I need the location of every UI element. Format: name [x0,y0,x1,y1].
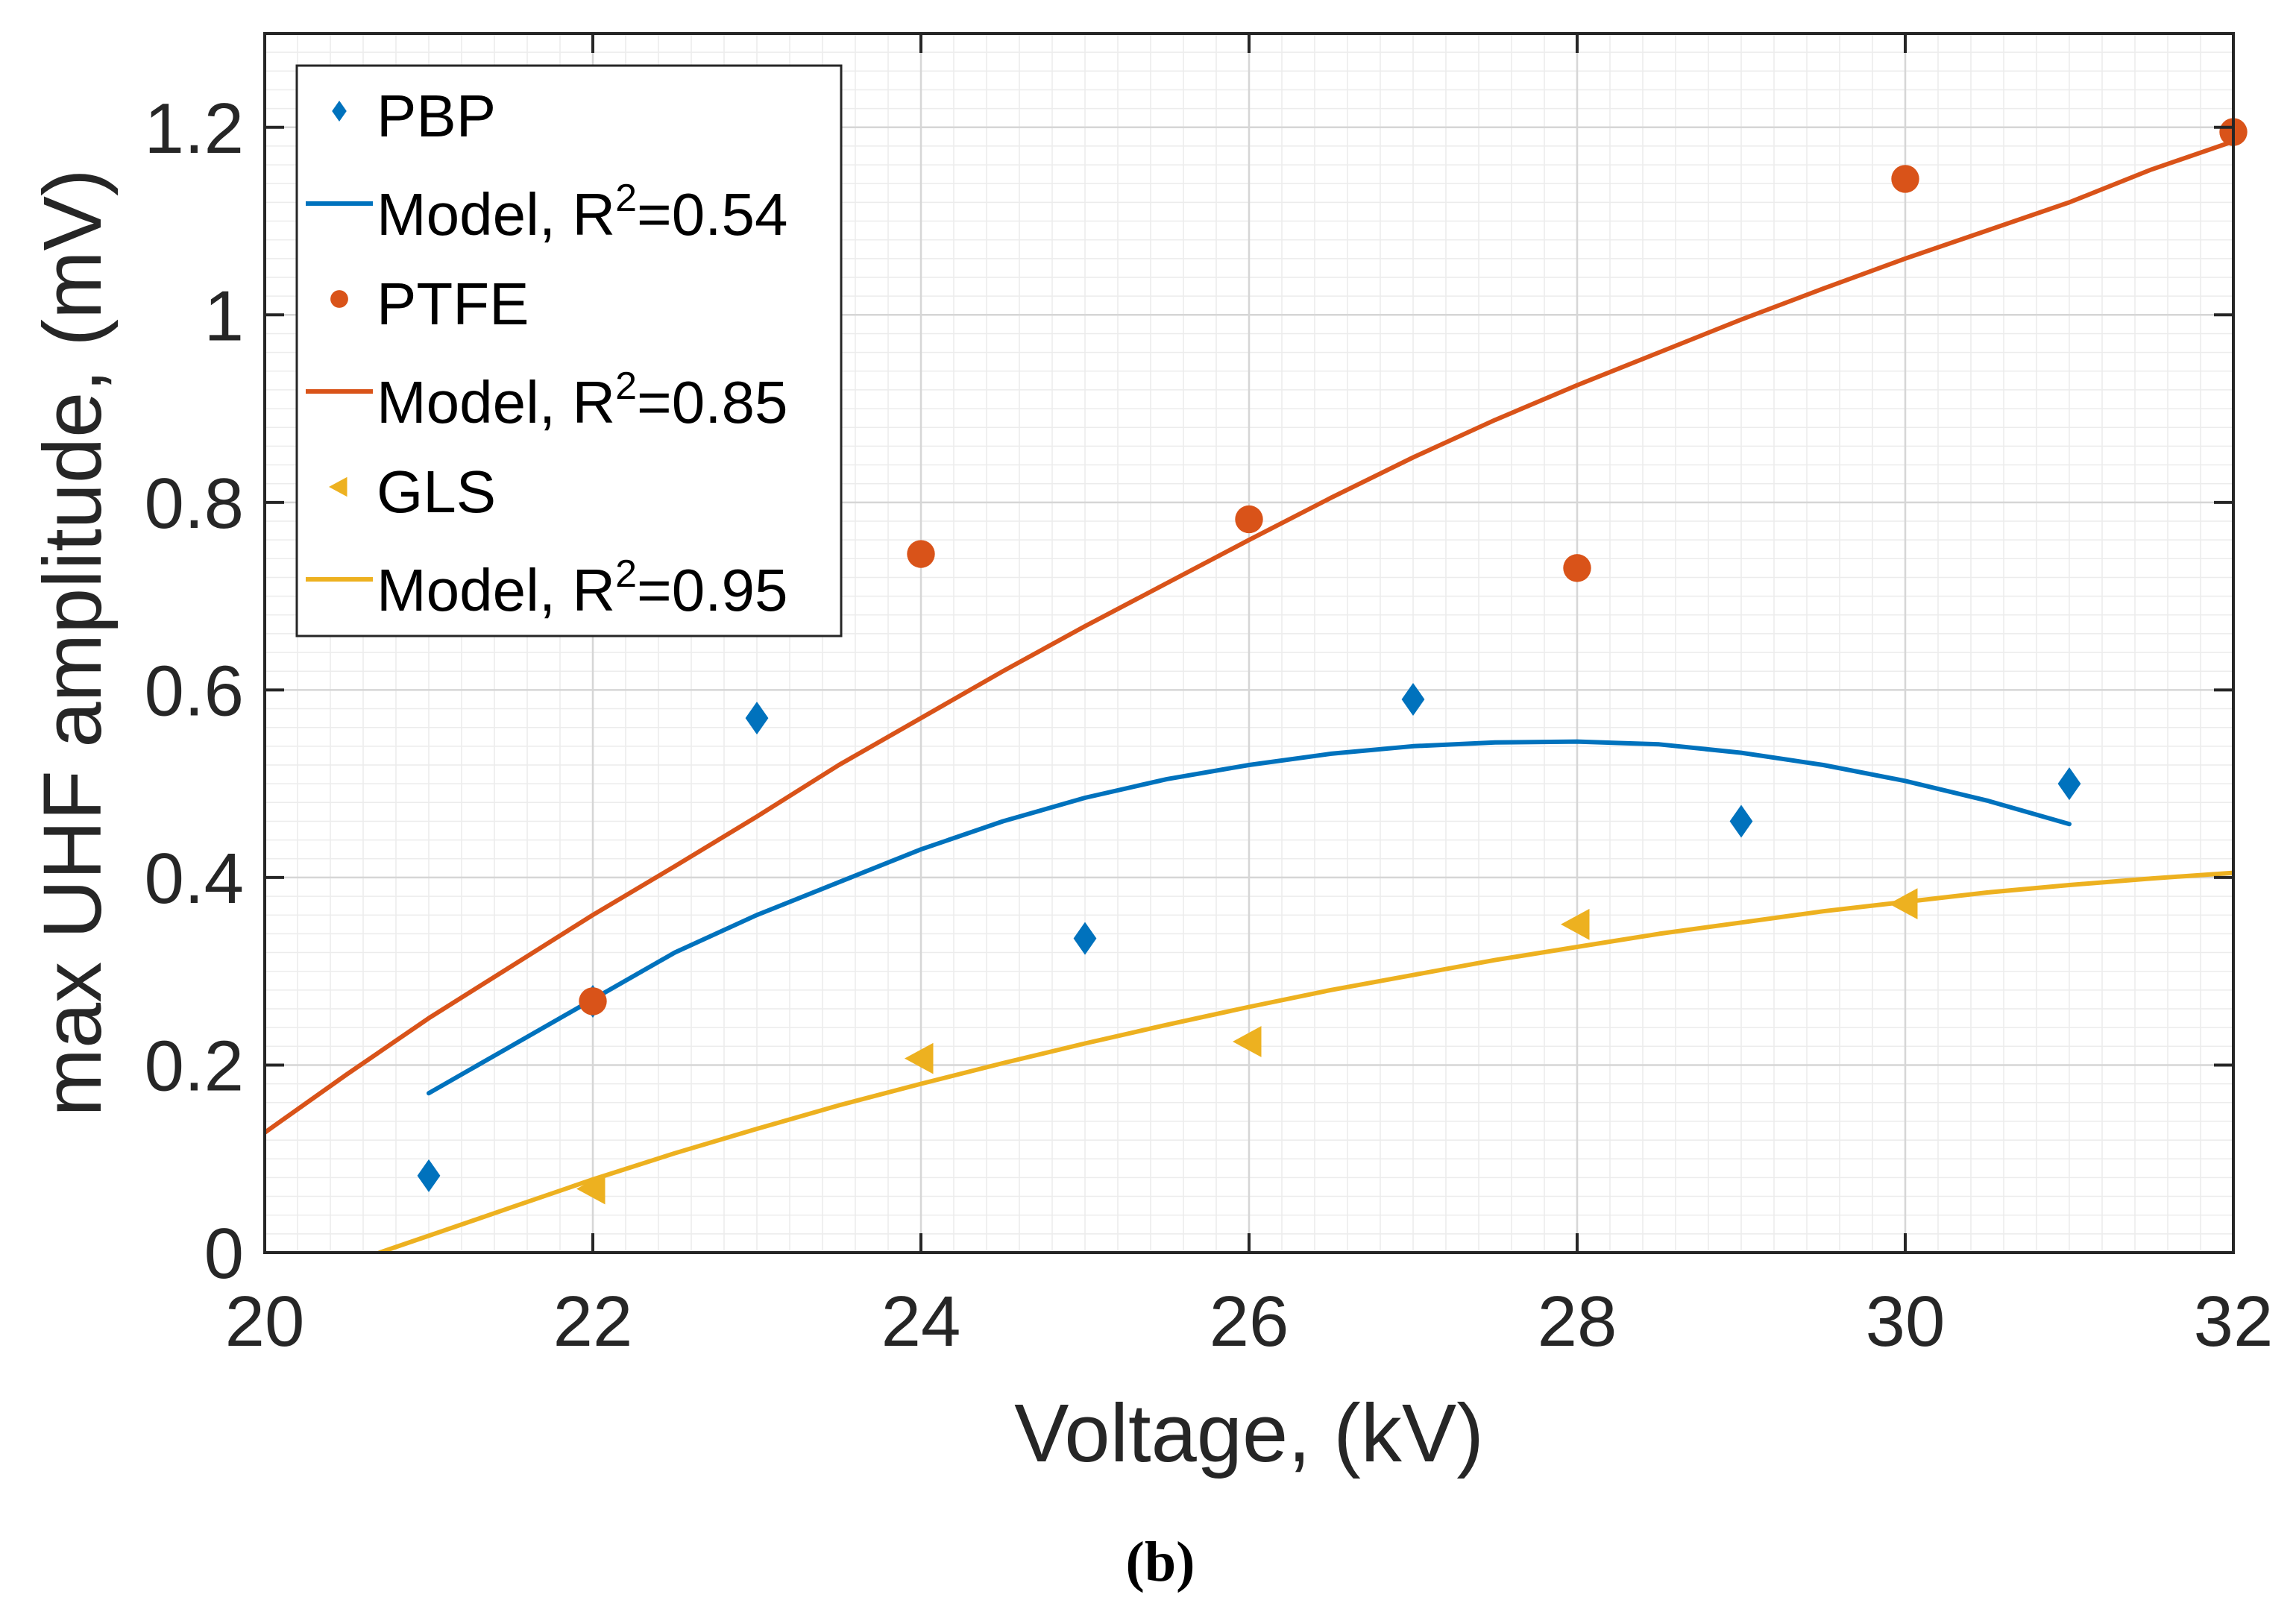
legend-marker-swatch [332,101,347,122]
ptfe-marker [1891,165,1919,193]
pbp-marker [745,702,769,735]
pbp-marker [2057,767,2081,801]
legend-label-text: Model, R [377,557,615,623]
legend-label: Model, R2=0.95 [377,552,787,623]
x-tick-labels: 20 22 24 26 28 30 32 [225,1282,2274,1361]
legend-label: PBP [377,83,496,149]
legend-entry: GLS [329,459,496,525]
pbp-marker [1729,804,1753,838]
x-tick-label: 32 [2194,1282,2274,1361]
legend-entry: PBP [332,83,496,149]
pbp-marker [1401,682,1425,716]
gls-marker [1889,888,1918,920]
y-tick-label: 0.2 [145,1026,244,1106]
x-tick-label: 24 [881,1282,961,1361]
y-tick-label: 0.6 [145,651,244,731]
legend-label-value: =0.54 [637,181,787,248]
x-tick-label: 30 [1866,1282,1946,1361]
legend-marker-swatch [329,476,347,497]
pbp-marker [417,1159,441,1192]
gls-marker [1561,908,1590,940]
panel-label-open-paren: ( [1126,1531,1145,1593]
x-tick-label: 26 [1210,1282,1289,1361]
y-tick-label: 0.4 [145,839,244,919]
legend-label-superscript: 2 [615,365,637,408]
legend-entry: Model, R2=0.85 [306,365,787,435]
y-tick-label: 0.8 [145,464,244,544]
legend-entry: Model, R2=0.54 [306,177,787,248]
model-curves [265,139,2233,1253]
legend-label: PTFE [377,271,529,337]
panel-label: (b) [1126,1531,1195,1593]
ptfe-marker [907,540,935,568]
model-curve [377,870,2233,1253]
gls-marker [905,1042,934,1074]
legend-label: Model, R2=0.54 [377,177,787,248]
axis-ticks [263,34,2235,1254]
legend-label: GLS [377,459,496,525]
panel-label-close-paren: ) [1176,1531,1195,1593]
pbp-marker [1073,922,1097,955]
legend-entry: PTFE [330,271,529,337]
y-tick-label: 1 [204,276,244,356]
y-tick-label: 1.2 [145,89,244,169]
legend-box [295,64,843,637]
data-markers [417,118,2248,1205]
ptfe-marker [1563,554,1591,582]
ptfe-marker [579,987,607,1016]
panel-label-letter: b [1145,1531,1176,1593]
gls-marker [576,1173,606,1205]
legend-marker-swatch [330,290,348,308]
legend-label-value: =0.95 [637,557,787,623]
gls-marker [1233,1026,1262,1057]
legend-label: Model, R2=0.85 [377,365,787,435]
x-tick-label: 20 [225,1282,305,1361]
legend-entry: Model, R2=0.95 [306,552,787,623]
y-axis-label: max UHF amplitude, (mV) [27,169,119,1116]
ptfe-marker [1235,505,1263,534]
y-tick-labels: 0 0.2 0.4 0.6 0.8 1 1.2 [145,89,244,1294]
x-tick-label: 22 [553,1282,633,1361]
legend-label-superscript: 2 [615,552,637,596]
model-curve [427,739,2072,1096]
y-tick-label: 0 [204,1214,244,1294]
model-curve [265,139,2233,1135]
x-axis-label: Voltage, (kV) [1014,1388,1484,1479]
legend-label-text: Model, R [377,369,615,435]
x-tick-label: 28 [1538,1282,1617,1361]
legend-label-value: =0.85 [637,369,787,435]
legend-label-superscript: 2 [615,177,637,220]
legend-label-text: Model, R [377,181,615,248]
